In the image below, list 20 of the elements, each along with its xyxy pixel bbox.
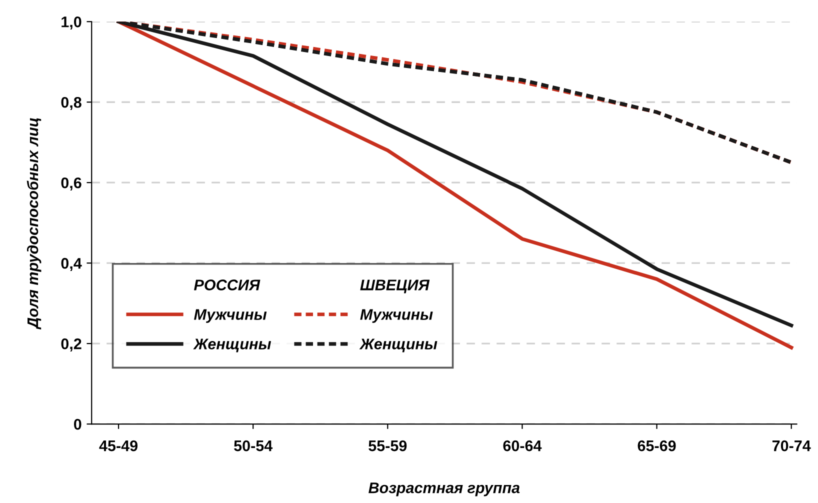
annotation: ШВЕЦИЯ <box>360 280 430 294</box>
y-tick-label: 0,6 <box>61 177 82 190</box>
x-tick-label: 55-59 <box>368 440 407 452</box>
legend-label: Женщины <box>359 338 438 352</box>
y-tick-label: 0 <box>74 418 82 430</box>
y-axis-title: Доля трудоспособных лиц <box>26 118 42 330</box>
x-tick-label: 65-69 <box>638 440 676 452</box>
y-tick-label: 0,4 <box>61 258 82 271</box>
y-tick-label: 0,2 <box>61 338 82 352</box>
annotation: РОССИЯ <box>194 280 260 290</box>
x-axis-title: Возрастная группа <box>368 482 520 496</box>
x-tick-label: 70-74 <box>772 440 811 452</box>
legend-label: Мужчины <box>360 309 433 323</box>
x-tick-label: 60-64 <box>503 440 542 452</box>
x-tick-label: 50-54 <box>234 440 273 452</box>
legend-label: Женщины <box>193 338 272 352</box>
legend-label: Мужчины <box>194 309 267 323</box>
y-tick-label: 0,8 <box>61 96 82 110</box>
x-tick-label: 45-49 <box>99 440 138 452</box>
y-tick-label: 1,0 <box>62 16 82 30</box>
